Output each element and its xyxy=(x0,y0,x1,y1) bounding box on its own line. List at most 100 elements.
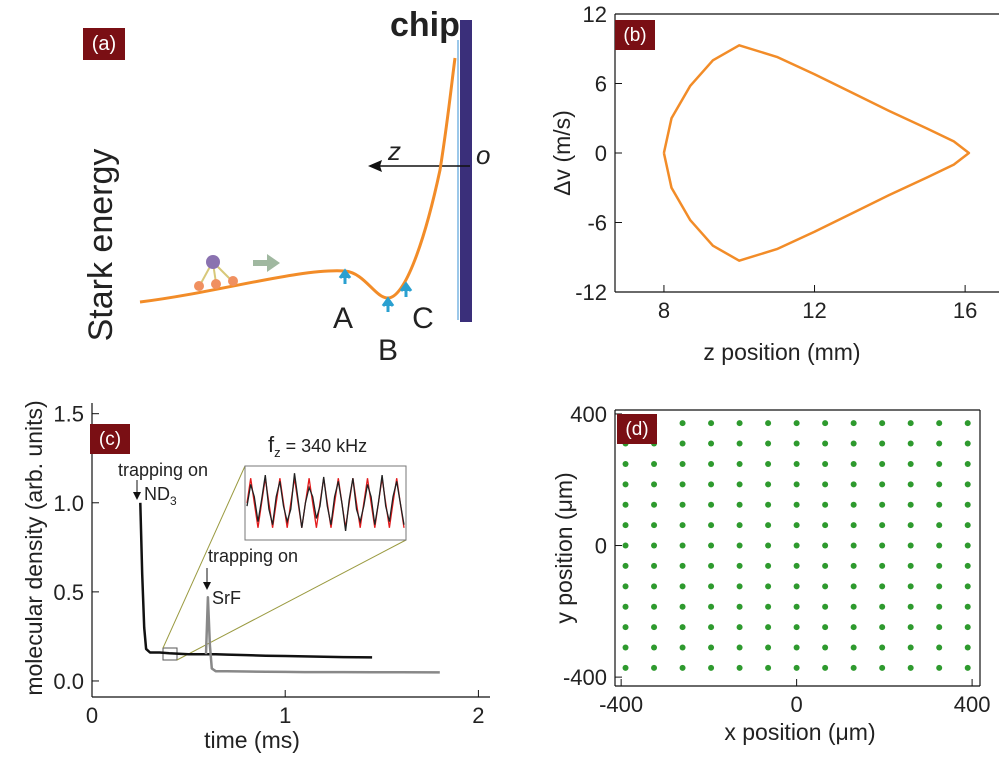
y-tick-label: 12 xyxy=(583,2,607,27)
data-point xyxy=(708,440,715,447)
data-point xyxy=(736,501,743,508)
data-point xyxy=(964,664,971,671)
data-point xyxy=(651,583,658,590)
y-tick-label: 0.0 xyxy=(53,669,84,694)
data-point xyxy=(936,542,943,549)
data-point xyxy=(679,624,686,631)
data-point xyxy=(708,420,715,427)
data-point xyxy=(879,664,886,671)
data-point xyxy=(793,501,800,508)
data-point xyxy=(850,501,857,508)
inset-frame xyxy=(244,465,407,541)
data-point xyxy=(765,440,772,447)
data-line xyxy=(662,44,971,262)
chip-label: chip xyxy=(390,6,460,44)
data-point xyxy=(622,460,629,467)
y-tick-label: 6 xyxy=(595,72,607,97)
y-tick-label: -400 xyxy=(563,665,607,690)
data-point xyxy=(765,603,772,610)
data-point xyxy=(765,481,772,488)
data-point xyxy=(736,420,743,427)
data-point xyxy=(765,522,772,529)
data-point xyxy=(651,522,658,529)
data-point xyxy=(679,501,686,508)
data-point xyxy=(964,542,971,549)
x-tick-label: -400 xyxy=(599,692,643,717)
data-point xyxy=(879,603,886,610)
data-point xyxy=(736,664,743,671)
x-tick-label: 16 xyxy=(953,298,977,323)
panel-a: (a) chip z o Stark energy A B C xyxy=(82,6,490,367)
y-tick-label: -12 xyxy=(575,280,607,305)
atom xyxy=(211,279,221,289)
x-tick-label: 1 xyxy=(279,703,291,728)
marker-arrow xyxy=(381,296,395,312)
data-point xyxy=(879,420,886,427)
zoom-line xyxy=(162,465,246,649)
data-point xyxy=(736,481,743,488)
data-point xyxy=(651,562,658,569)
data-point xyxy=(679,542,686,549)
data-point xyxy=(793,583,800,590)
data-point xyxy=(964,420,971,427)
data-point xyxy=(765,664,772,671)
data-point xyxy=(736,562,743,569)
data-point xyxy=(679,420,686,427)
data-point xyxy=(793,603,800,610)
data-point xyxy=(936,624,943,631)
data-point xyxy=(964,501,971,508)
energy-label: Stark energy xyxy=(82,149,120,342)
data-point xyxy=(651,644,658,651)
data-point xyxy=(708,644,715,651)
annotation: ND3 xyxy=(144,484,177,508)
data-point xyxy=(822,603,829,610)
x-axis-label: x position (μm) xyxy=(724,719,875,745)
data-point xyxy=(793,420,800,427)
x-axis-label: z position (mm) xyxy=(703,339,860,365)
data-point xyxy=(879,440,886,447)
data-point xyxy=(651,481,658,488)
data-point xyxy=(850,420,857,427)
data-point xyxy=(822,460,829,467)
x-axis-label: time (ms) xyxy=(204,727,300,753)
data-point xyxy=(907,624,914,631)
panel-label-box xyxy=(83,28,125,60)
data-point xyxy=(679,644,686,651)
data-point xyxy=(765,562,772,569)
annotation-arrow xyxy=(133,492,141,500)
data-point xyxy=(964,522,971,529)
data-point xyxy=(708,603,715,610)
y-tick-label: 0 xyxy=(595,141,607,166)
y-tick-label: 1.5 xyxy=(53,402,84,427)
data-point xyxy=(708,562,715,569)
data-point xyxy=(793,542,800,549)
data-point xyxy=(736,644,743,651)
inset-line xyxy=(246,473,405,531)
data-point xyxy=(679,460,686,467)
data-point xyxy=(907,440,914,447)
data-point xyxy=(708,481,715,488)
data-point xyxy=(822,644,829,651)
data-point xyxy=(679,522,686,529)
data-point xyxy=(907,542,914,549)
data-point xyxy=(622,664,629,671)
data-point xyxy=(907,420,914,427)
data-point xyxy=(651,664,658,671)
panel-c-annotations: trapping on ND3 trapping on SrF fz = 340 … xyxy=(118,432,407,661)
data-point xyxy=(622,501,629,508)
data-point xyxy=(964,603,971,610)
panel-label-box xyxy=(617,414,657,444)
data-point xyxy=(622,644,629,651)
x-tick-label: 12 xyxy=(802,298,826,323)
data-point xyxy=(793,664,800,671)
data-point xyxy=(736,603,743,610)
data-point xyxy=(822,522,829,529)
data-point xyxy=(850,583,857,590)
data-point xyxy=(679,481,686,488)
data-point xyxy=(679,583,686,590)
point-label: B xyxy=(378,334,398,367)
data-point xyxy=(850,522,857,529)
data-point xyxy=(907,664,914,671)
data-point xyxy=(936,583,943,590)
data-point xyxy=(907,603,914,610)
